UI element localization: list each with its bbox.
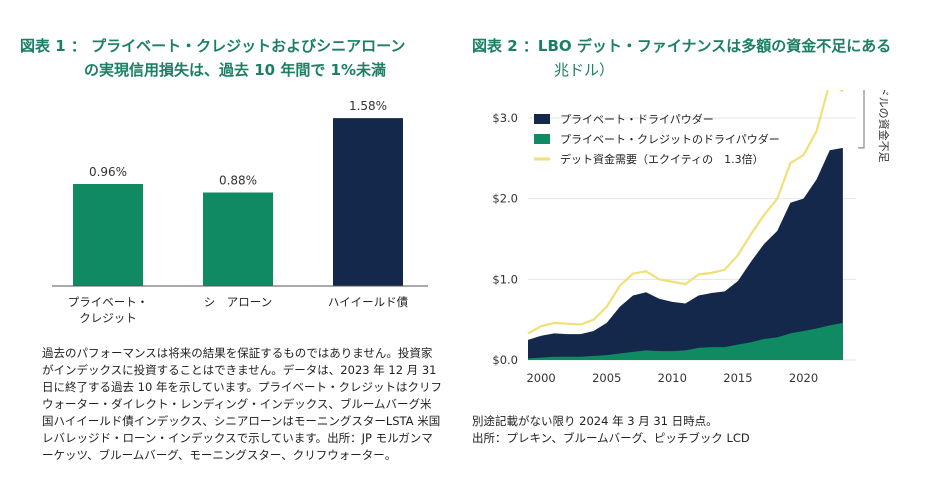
chart2-footnote-date: 別途記載がない限り 2024 年 3 月 31 日時点。 bbox=[472, 414, 718, 428]
x-tick-label: 2005 bbox=[592, 371, 621, 385]
legend-label-2: プライベート・クレジットのドライパウダー bbox=[560, 132, 780, 146]
bar-category-label-2: シ アローン bbox=[204, 295, 272, 309]
x-tick-label: 2015 bbox=[723, 371, 752, 385]
chart1-title-line1: 図表 1 ： プライベート・クレジットおよびシニアローン bbox=[20, 37, 406, 55]
axis-layer: $0.0 $1.0 $2.0 $3.0 2000 2005 2010 2015 2020 bbox=[492, 111, 818, 385]
bar-category-label-1: プライベート・ bbox=[68, 295, 149, 309]
area-private-dry-powder bbox=[528, 147, 843, 360]
x-tick-label: 2000 bbox=[526, 371, 555, 385]
chart2-footnote-source: 出所：プレキン、ブルームバーグ、ピッチブック LCD bbox=[472, 431, 750, 445]
chart2-footnote: 別途記載がない限り 2024 年 3 月 31 日時点。 出所：プレキン、ブルー… bbox=[472, 413, 912, 447]
bar-value-label-2: 0.88% bbox=[219, 174, 257, 188]
bar-category-labels: プライベート・クレジット シ アローン ハイイールド債 bbox=[68, 295, 409, 325]
chart1-footnote: 過去のパフォーマンスは将来の結果を保証するものではありません。投資家がインデック… bbox=[42, 346, 442, 462]
y-tick-label: $2.0 bbox=[492, 192, 518, 206]
chart2-title: 図表 2 ：LBO デット・ファイナンスは多額の資金不足にある 兆ドル） bbox=[472, 34, 942, 82]
gap-bracket bbox=[858, 90, 865, 149]
bar-category-label-1: クレジット bbox=[79, 311, 137, 325]
x-tick-label: 2020 bbox=[789, 371, 818, 385]
y-tick-label: $0.0 bbox=[492, 353, 518, 367]
chart2-title-line2: 兆ドル） bbox=[554, 61, 615, 79]
bar-1 bbox=[73, 184, 143, 286]
bar-3 bbox=[333, 118, 403, 286]
x-tick-label: 2010 bbox=[658, 371, 687, 385]
legend: プライベート・ドライパウダープライベート・クレジットのドライパウダーデット資金需… bbox=[534, 112, 780, 166]
legend-label-3: デット資金需要（エクイティの 1.3倍） bbox=[560, 152, 764, 166]
y-tick-label: $1.0 bbox=[492, 272, 518, 286]
loss-bar-chart: 0.96% 0.88% 1.58% プライベート・クレジット シ アローン ハイイールド… bbox=[52, 99, 428, 325]
gap-annotation-label: 3兆ドルの資金不足 bbox=[877, 90, 891, 163]
area-layer bbox=[527, 90, 844, 360]
legend-label-1: プライベート・ドライパウダー bbox=[560, 112, 714, 126]
chart1-title: 図表 1 ： プライベート・クレジットおよびシニアローン の実現信用損失は、過去… bbox=[20, 34, 450, 82]
y-tick-label: $3.0 bbox=[492, 111, 518, 125]
area-private-credit-dry-powder bbox=[528, 322, 843, 360]
bar-value-label-1: 0.96% bbox=[89, 165, 127, 179]
chart2-title-line1: 図表 2 ：LBO デット・ファイナンスは多額の資金不足にある bbox=[472, 37, 892, 55]
line-debt-demand bbox=[527, 90, 844, 335]
gap-annotation: 3兆ドルの資金不足 bbox=[858, 90, 891, 163]
bar-category-label-3: ハイイールド債 bbox=[328, 295, 409, 309]
legend-swatch-2 bbox=[534, 134, 550, 144]
bar-layer: 0.96% 0.88% 1.58% bbox=[73, 99, 403, 286]
legend-swatch-1 bbox=[534, 114, 550, 124]
bar-value-label-3: 1.58% bbox=[349, 99, 387, 113]
chart1-title-line2: の実現信用損失は、過去 10 年間で 1%未満 bbox=[84, 61, 387, 79]
bar-2 bbox=[203, 192, 273, 286]
lbo-area-chart: $0.0 $1.0 $2.0 $3.0 2000 2005 2010 2015 2020 プライ… bbox=[492, 90, 891, 385]
